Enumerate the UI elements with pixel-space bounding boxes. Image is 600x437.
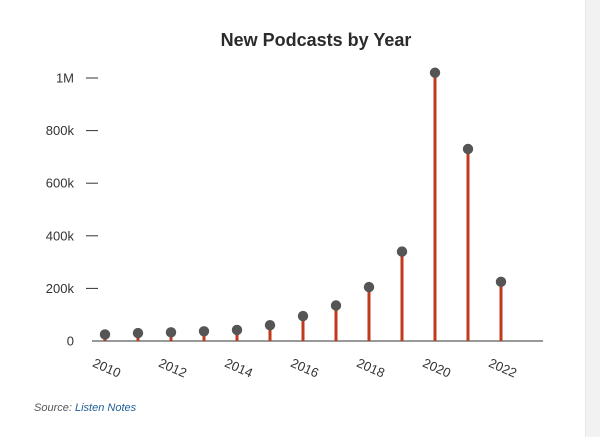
source-note: Source: Listen Notes	[34, 402, 136, 414]
x-axis: 2010 2012 2014 2016 2018 2020 2022	[91, 355, 520, 380]
y-tick-label: 400k	[46, 228, 75, 243]
chart-title: New Podcasts by Year	[221, 30, 412, 50]
y-tick-label: 0	[67, 334, 74, 349]
data-marks	[99, 67, 507, 341]
y-tick-label: 200k	[46, 281, 75, 296]
x-tick-label: 2020	[421, 355, 454, 380]
x-tick-label: 2012	[157, 355, 190, 380]
lollipop-marker-2010	[99, 329, 111, 340]
source-link[interactable]: Listen Notes	[74, 402, 137, 414]
x-tick-label: 2022	[487, 355, 520, 380]
lollipop-marker-2014	[231, 324, 243, 336]
x-tick-label: 2010	[91, 355, 124, 380]
lollipop-marker-2016	[297, 310, 309, 322]
lollipop-marker-2020	[429, 67, 441, 78]
y-tick-label: 1M	[56, 71, 74, 86]
lollipop-marker-2021	[462, 143, 474, 155]
lollipop-marker-2022	[495, 276, 507, 288]
lollipop-marker-2012	[165, 327, 177, 338]
lollipop-marker-2019	[396, 246, 408, 257]
lollipop-marker-2011	[132, 327, 144, 339]
lollipop-marker-2013	[198, 326, 210, 337]
y-axis: 0 200k 400k 600k 800k 1M	[46, 71, 98, 349]
y-tick-label: 800k	[46, 123, 75, 138]
y-tick-label: 600k	[46, 176, 75, 191]
x-tick-label: 2018	[355, 355, 388, 380]
lollipop-marker-2017	[330, 300, 342, 311]
right-gutter	[585, 0, 600, 437]
source-label: Source:	[34, 402, 72, 414]
lollipop-marker-2018	[363, 281, 375, 293]
x-tick-label: 2014	[223, 355, 256, 380]
lollipop-marker-2015	[264, 320, 276, 331]
x-tick-label: 2016	[289, 355, 322, 380]
chart-card: New Podcasts by Year 0 200k 400k 600k 800k 1M…	[34, 30, 543, 414]
lollipop-chart: New Podcasts by Year 0 200k 400k 600k 800k 1M…	[46, 30, 543, 381]
